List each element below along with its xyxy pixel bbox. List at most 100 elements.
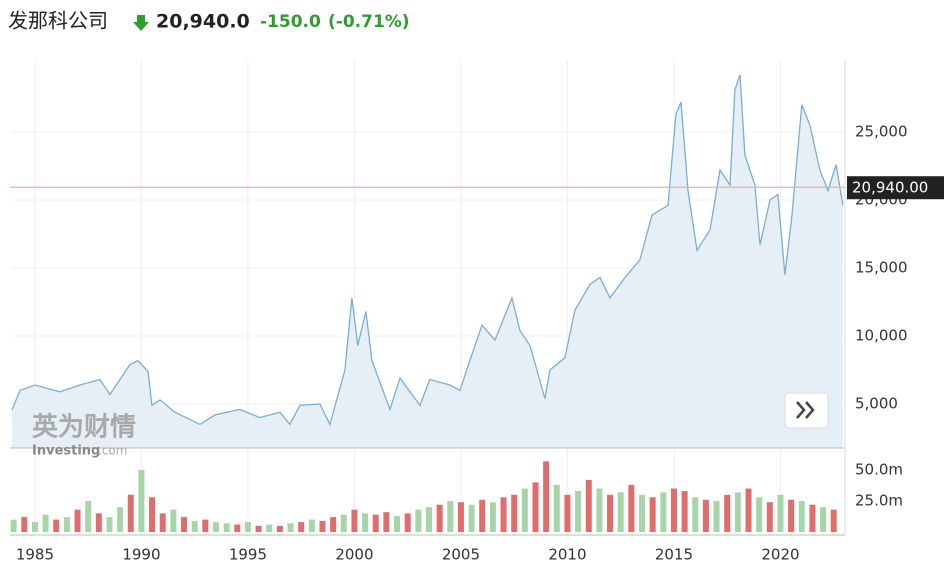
- volume-bar: [415, 509, 422, 533]
- volume-bar: [713, 500, 720, 533]
- volume-bar: [575, 491, 582, 533]
- expand-button[interactable]: [784, 392, 829, 429]
- x-tick-label: 2020: [761, 546, 799, 564]
- volume-bar: [649, 497, 656, 533]
- volume-bar: [244, 522, 251, 533]
- volume-bar: [308, 519, 315, 533]
- volume-bar: [553, 484, 560, 533]
- current-price-box: [847, 176, 944, 200]
- volume-bar: [149, 497, 156, 533]
- volume-bar: [670, 488, 677, 533]
- volume-bar: [809, 504, 816, 533]
- volume-bar: [106, 517, 113, 533]
- volume-bar: [617, 492, 624, 533]
- volume-bar: [21, 517, 28, 533]
- volume-bar: [127, 494, 134, 533]
- volume-bar: [330, 517, 337, 533]
- volume-bar: [468, 504, 475, 533]
- watermark-en: Investing: [32, 444, 100, 459]
- volume-bar: [223, 523, 230, 533]
- x-tick-label: 2015: [655, 546, 693, 564]
- volume-bar: [628, 484, 635, 533]
- volume-bar: [138, 469, 145, 533]
- volume-bar: [319, 520, 326, 533]
- volume-bar: [53, 519, 60, 533]
- x-tick-label: 1995: [229, 546, 267, 564]
- volume-bar: [788, 499, 795, 533]
- stock-name: 发那科公司: [8, 9, 108, 33]
- watermark-suffix: .com: [98, 444, 127, 458]
- volume-bar: [340, 514, 347, 533]
- volume-bar: [756, 497, 763, 533]
- volume-bar: [436, 504, 443, 533]
- volume-bar: [777, 494, 784, 533]
- volume-bar: [234, 524, 241, 533]
- current-price-label: 20,940.00: [852, 179, 928, 197]
- watermark-cn: 英为财情: [32, 413, 136, 443]
- x-tick-label: 1985: [16, 546, 54, 564]
- volume-bar: [447, 500, 454, 533]
- x-tick-label: 2000: [335, 546, 373, 564]
- volume-bar: [660, 492, 667, 533]
- volume-bar: [521, 488, 528, 533]
- volume-bar: [500, 497, 507, 533]
- volume-bar: [95, 513, 102, 533]
- volume-bar: [266, 524, 273, 533]
- volume-bar: [212, 522, 219, 533]
- volume-bar: [511, 494, 518, 533]
- x-tick-label: 1990: [122, 546, 160, 564]
- volume-bar: [394, 515, 401, 533]
- volume-bar: [607, 494, 614, 533]
- volume-bar: [734, 492, 741, 533]
- price-area: [11, 74, 843, 449]
- volume-bar: [724, 494, 731, 533]
- change-pct: (-0.71%): [328, 12, 410, 32]
- volume-bar: [372, 514, 379, 533]
- volume-bar: [564, 494, 571, 533]
- volume-bar: [85, 500, 92, 533]
- volume-bar: [202, 519, 209, 533]
- volume-bar: [117, 507, 124, 533]
- volume-bar: [159, 513, 166, 533]
- volume-bar: [692, 497, 699, 533]
- volume-bar: [351, 509, 358, 533]
- y-tick-label: 15,000: [855, 259, 908, 277]
- volume-bar: [255, 525, 262, 533]
- change: -150.0: [260, 12, 321, 32]
- y-tick-label: 10,000: [855, 327, 908, 345]
- volume-bar: [489, 502, 496, 533]
- volume-bar: [457, 502, 464, 533]
- volume-bar: [681, 491, 688, 533]
- y-tick-label: 25.0m: [855, 491, 903, 509]
- volume-bar: [543, 461, 550, 533]
- y-tick-label: 50.0m: [855, 460, 903, 478]
- volume-bar: [820, 507, 827, 533]
- y-tick-label: 5,000: [855, 395, 898, 413]
- volume-bar: [830, 509, 837, 533]
- volume-bar: [702, 499, 709, 533]
- price: 20,940.0: [156, 11, 250, 33]
- x-tick-label: 2005: [442, 546, 480, 564]
- volume-bar: [745, 488, 752, 533]
- volume-bar: [298, 522, 305, 533]
- price-line: [11, 74, 844, 427]
- volume-bar: [404, 513, 411, 533]
- volume-bar: [425, 507, 432, 533]
- volume-bar: [362, 513, 369, 533]
- volume-bar: [798, 500, 805, 533]
- y-tick-label: 25,000: [855, 122, 908, 140]
- volume-bar: [170, 509, 177, 533]
- volume-bar: [181, 517, 188, 533]
- volume-bar: [191, 520, 198, 533]
- x-tick-label: 2010: [548, 546, 586, 564]
- down-arrow: [133, 15, 149, 31]
- volume-bar: [287, 523, 294, 533]
- volume-bar: [10, 519, 17, 533]
- volume-bar: [31, 522, 38, 533]
- volume-bar: [42, 514, 49, 533]
- volume-bar: [639, 494, 646, 533]
- volume-bar: [532, 482, 539, 533]
- volume-bar: [74, 509, 81, 533]
